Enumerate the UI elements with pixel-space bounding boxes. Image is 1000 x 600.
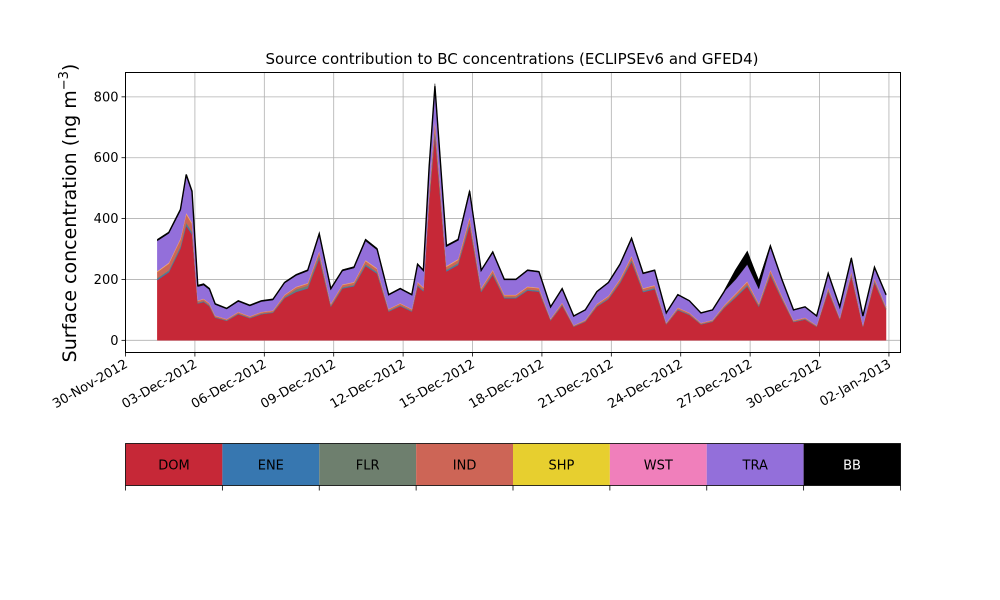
y-tick-label: 800 [94,90,119,105]
y-tick-label: 200 [94,273,119,288]
legend-label-dom: DOM [158,459,189,474]
total-line [156,86,887,318]
legend-swatch-wst [609,443,707,486]
legend-swatch-ene [222,443,320,486]
legend-label-tra: TRA [742,459,768,474]
legend-label-ind: IND [453,459,477,474]
legend-item-flr: FLR [319,443,417,486]
legend-label-flr: FLR [356,459,380,474]
y-axis-label-unit-exponent: −3 [57,71,72,90]
y-tick-label: 600 [94,151,119,166]
legend-item-tra: TRA [706,443,804,486]
grid-lines [125,72,901,353]
source-legend-bar: DOM ENE FLR IND SHP WST TRA BB [125,443,901,491]
legend-item-ind: IND [416,443,513,486]
y-axis: 0 200 400 600 800 [94,90,126,349]
legend-swatch-bb [803,443,901,486]
plot-area [125,72,901,353]
legend-swatch-ind [416,443,513,486]
legend-swatch-dom [125,443,223,486]
legend-label-shp: SHP [549,459,575,474]
legend-swatch-flr [319,443,417,486]
legend-item-ene: ENE [222,443,320,486]
chart-title: Source contribution to BC concentrations… [265,50,758,68]
y-tick-label: 400 [94,212,119,227]
legend-item-dom: DOM [125,443,223,486]
y-tick-label: 0 [110,334,118,349]
legend-item-wst: WST [609,443,707,486]
legend-label-wst: WST [644,459,673,474]
y-axis-label: Surface concentration (ng m−3) [57,64,81,363]
legend-label-ene: ENE [258,459,284,474]
y-axis-label-text: Surface concentration (ng m [59,90,81,362]
total-concentration-line [156,86,887,318]
y-axis-label-close: ) [59,64,81,71]
legend-label-bb: BB [843,459,861,474]
legend-item-shp: SHP [513,443,610,486]
legend-swatch-tra [706,443,804,486]
legend-swatch-shp [513,443,610,486]
legend-item-bb: BB [803,443,901,486]
